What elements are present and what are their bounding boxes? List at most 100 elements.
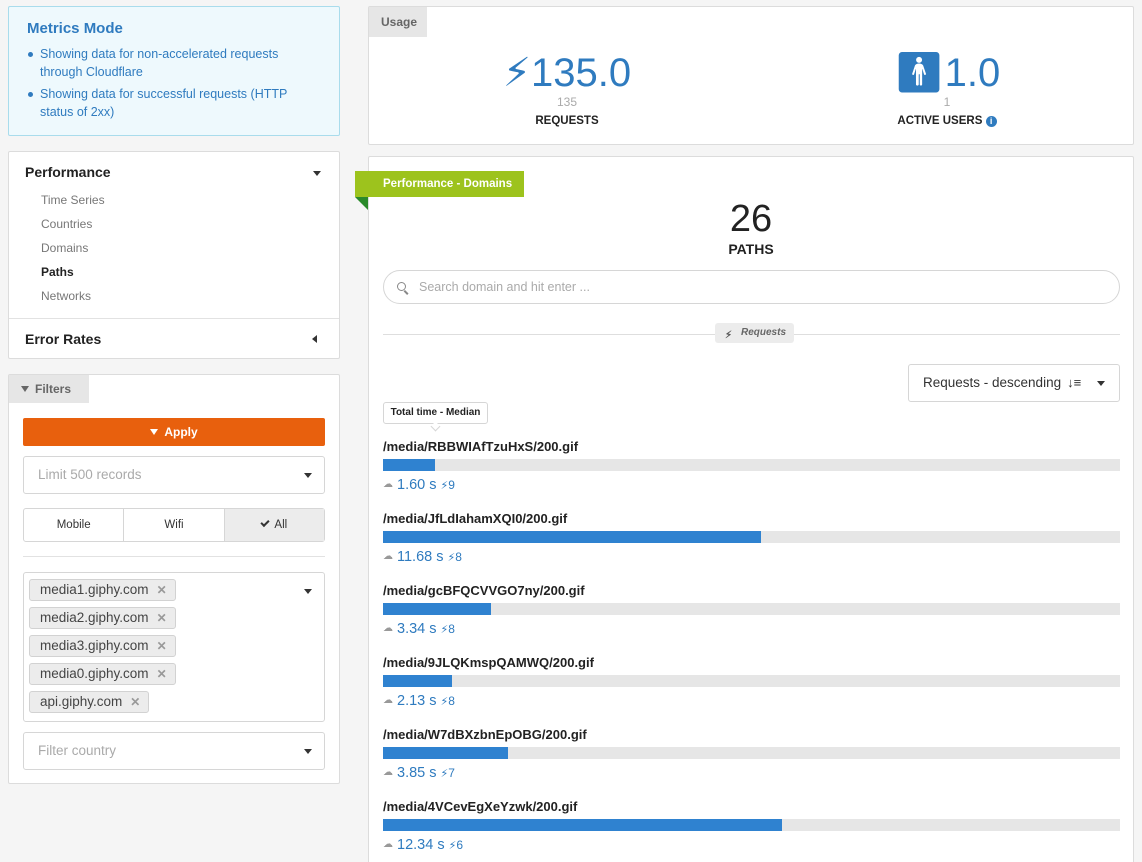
remove-tag-icon[interactable]: ✕ <box>156 583 167 597</box>
median-time: 3.85 s <box>397 765 437 781</box>
requests-raw: 135 <box>556 95 578 109</box>
active-users-stat: 🚹︎1.0 1 ACTIVE USERS i <box>877 51 1017 127</box>
median-time: 12.34 s <box>397 837 445 853</box>
usage-tab: Usage <box>369 7 427 37</box>
time-bar-track <box>383 459 1120 471</box>
domain-tag: media0.giphy.com ✕ <box>29 663 176 685</box>
metric-tooltip: Total time - Median <box>383 402 488 424</box>
nav-section-label: Performance <box>25 164 111 180</box>
median-time: 11.68 s <box>397 549 444 565</box>
request-count: ⚡︎7 <box>440 766 455 780</box>
path-metrics: ☁︎ 3.34 s ⚡︎8 <box>383 621 455 637</box>
remove-tag-icon[interactable]: ✕ <box>156 611 167 625</box>
chevron-down-icon <box>304 589 312 594</box>
filters-tab-label: Filters <box>35 382 72 396</box>
path-row[interactable]: /media/JfLdIahamXQI0/200.gif ☁︎ 11.68 s ⚡︎8 <box>383 511 1120 583</box>
chevron-down-icon <box>304 749 312 754</box>
info-icon[interactable]: i <box>985 116 997 127</box>
bolt-icon: ⚡︎ <box>447 552 456 564</box>
segment-all[interactable]: All <box>224 509 324 541</box>
apply-button-label: Apply <box>164 425 198 439</box>
domain-tag-label: media1.giphy.com <box>40 582 149 597</box>
active-users-value: 🚹︎1.0 <box>893 51 1001 95</box>
search-placeholder: Search domain and hit enter ... <box>419 280 590 294</box>
domain-multiselect[interactable]: media1.giphy.com ✕ media2.giphy.com ✕ medi… <box>23 572 325 722</box>
path-name: /media/JfLdIahamXQI0/200.gif <box>383 511 568 526</box>
cloud-icon: ☁︎ <box>383 551 393 562</box>
metric-pill: ⚡︎ Requests <box>715 323 794 343</box>
bolt-icon: ⚡︎ <box>725 330 733 341</box>
domain-search-input[interactable]: Search domain and hit enter ... <box>383 270 1120 304</box>
time-bar-track <box>383 747 1120 759</box>
cloud-icon: ☁︎ <box>383 479 393 490</box>
remove-tag-icon[interactable]: ✕ <box>130 695 141 709</box>
filter-icon <box>150 429 159 435</box>
nav-item-networks[interactable]: Networks <box>41 289 92 303</box>
remove-tag-icon[interactable]: ✕ <box>156 639 167 653</box>
median-time: 2.13 s <box>397 693 437 709</box>
time-bar-fill <box>383 459 435 471</box>
nav-section-error-rates[interactable]: Error Rates <box>9 319 339 359</box>
tag-fold <box>355 197 368 210</box>
segment-mobile[interactable]: Mobile <box>24 509 125 541</box>
person-icon: 🚹︎ <box>893 51 945 95</box>
time-bar-fill <box>383 675 452 687</box>
path-row[interactable]: /media/gcBFQCVVGO7ny/200.gif ☁︎ 3.34 s ⚡︎8 <box>383 583 1120 655</box>
path-name: /media/gcBFQCVVGO7ny/200.gif <box>383 583 585 598</box>
metrics-mode-title: Metrics Mode <box>27 20 123 37</box>
nav-item-countries[interactable]: Countries <box>41 217 93 231</box>
analytics-nav: Performance Time Series Countries Domain… <box>8 151 340 359</box>
segment-label: Mobile <box>56 519 91 531</box>
nav-item-paths[interactable]: Paths <box>41 265 74 279</box>
request-count: ⚡︎9 <box>440 478 455 492</box>
remove-tag-icon[interactable]: ✕ <box>156 667 167 681</box>
time-bar-fill <box>383 603 491 615</box>
limit-records-placeholder: Limit 500 records <box>38 467 142 482</box>
chevron-down-icon <box>313 171 321 176</box>
request-count: ⚡︎8 <box>447 550 462 564</box>
time-bar-fill <box>383 531 761 543</box>
nav-item-time-series[interactable]: Time Series <box>41 193 105 207</box>
divider <box>23 556 325 557</box>
path-name: /media/9JLQKmspQAMWQ/200.gif <box>383 655 594 670</box>
bolt-icon: ⚡︎ <box>440 696 449 708</box>
paths-label: PATHS <box>728 241 774 257</box>
chevron-down-icon <box>1097 381 1105 386</box>
nav-section-performance[interactable]: Performance <box>9 152 339 192</box>
request-count: ⚡︎8 <box>440 622 455 636</box>
metrics-mode-panel: Metrics Mode Showing data for non-accele… <box>8 6 340 136</box>
cloud-icon: ☁︎ <box>383 839 393 850</box>
metrics-mode-item: Showing data for non-accelerated request… <box>27 45 321 81</box>
segment-wifi[interactable]: Wifi <box>124 509 225 541</box>
country-filter-placeholder: Filter country <box>38 743 117 758</box>
domain-tag: media3.giphy.com ✕ <box>29 635 176 657</box>
chevron-left-icon <box>312 335 317 343</box>
domain-tag-label: media3.giphy.com <box>40 638 149 653</box>
search-icon <box>397 282 406 291</box>
requests-value: ⚡︎135.0 <box>502 51 632 95</box>
cloud-icon: ☁︎ <box>383 767 393 778</box>
limit-records-select[interactable]: Limit 500 records <box>23 456 325 494</box>
median-time: 3.34 s <box>397 621 437 637</box>
domain-tag-label: media2.giphy.com <box>40 610 149 625</box>
performance-tag: Performance - Domains <box>355 171 524 197</box>
path-row[interactable]: /media/9JLQKmspQAMWQ/200.gif ☁︎ 2.13 s ⚡︎8 <box>383 655 1120 727</box>
time-bar-track <box>383 531 1120 543</box>
apply-button[interactable]: Apply <box>23 418 325 446</box>
usage-panel: Usage ⚡︎135.0 135 REQUESTS 🚹︎1.0 1 ACTIV… <box>368 6 1134 145</box>
sort-dropdown[interactable]: Requests - descending ↓≡ <box>908 364 1120 402</box>
path-name: /media/4VCevEgXeYzwk/200.gif <box>383 799 578 814</box>
domain-tag: media2.giphy.com ✕ <box>29 607 176 629</box>
path-row[interactable]: /media/RBBWIAfTzuHxS/200.gif ☁︎ 1.60 s ⚡︎9 <box>383 439 1120 511</box>
divider <box>9 318 339 319</box>
performance-submenu: Time Series Countries Domains Paths Netw… <box>9 192 339 312</box>
path-metrics: ☁︎ 11.68 s ⚡︎8 <box>383 549 462 565</box>
nav-item-domains[interactable]: Domains <box>41 241 89 255</box>
active-users-label: ACTIVE USERS i <box>877 115 1017 127</box>
country-filter-select[interactable]: Filter country <box>23 732 325 770</box>
path-row[interactable]: /media/W7dBXzbnEpOBG/200.gif ☁︎ 3.85 s ⚡︎7 <box>383 727 1120 799</box>
path-row[interactable]: /media/4VCevEgXeYzwk/200.gif ☁︎ 12.34 s ⚡︎6 <box>383 799 1120 862</box>
median-time: 1.60 s <box>397 477 437 493</box>
requests-stat: ⚡︎135.0 135 REQUESTS <box>497 51 637 127</box>
segment-label: Wifi <box>164 519 184 531</box>
